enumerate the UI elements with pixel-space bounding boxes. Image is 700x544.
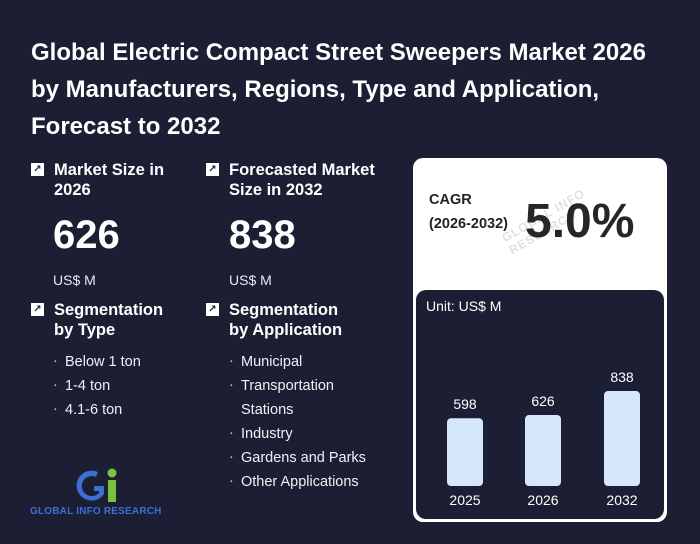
data-label-2026: 626 <box>531 393 555 409</box>
cagr-value: 5.0% <box>525 195 635 248</box>
segmentation-application-block: ↗ Segmentation by Application Municipal … <box>206 300 386 494</box>
logo-text: GLOBAL INFO RESEARCH <box>30 506 162 517</box>
market-size-label: Market Size in 2026 <box>54 161 165 199</box>
chart-unit-label: Unit: US$ M <box>426 298 502 314</box>
application-list: Municipal Transportation Stations Indust… <box>206 349 366 494</box>
segmentation-application-header: ↗ Segmentation by Application <box>206 300 386 340</box>
x-tick-label-2025: 2025 <box>449 492 480 508</box>
forecast-header: ↗ Forecasted Market Size in 2032 <box>206 160 406 200</box>
forecast-block: ↗ Forecasted Market Size in 2032 838 US$… <box>206 160 406 288</box>
segmentation-type-block: ↗ Segmentation by Type Below 1 ton 1-4 t… <box>31 300 191 422</box>
arrow-up-right-icon: ↗ <box>206 303 219 316</box>
list-item: Industry <box>229 421 366 446</box>
segmentation-application-label: Segmentation by Application <box>229 301 343 339</box>
list-item: Other Applications <box>229 469 366 494</box>
forecast-value: 838 <box>229 213 296 257</box>
arrow-up-right-icon: ↗ <box>31 163 44 176</box>
page-title: Global Electric Compact Street Sweepers … <box>31 39 646 140</box>
cagr-card: GLOBAL INFO RESEARCH CAGR (2026-2032) 5.… <box>413 158 667 522</box>
market-size-unit: US$ M <box>53 272 96 288</box>
bar-2026 <box>525 415 561 486</box>
bar-chart: 598 2025 626 2026 838 2032 <box>447 369 640 508</box>
market-size-value: 626 <box>53 213 120 257</box>
list-item: 4.1-6 ton <box>53 397 191 422</box>
list-item: Municipal <box>229 349 366 374</box>
list-item: 1-4 ton <box>53 373 191 398</box>
arrow-up-right-icon: ↗ <box>31 303 44 316</box>
list-item: Gardens and Parks <box>229 445 366 470</box>
list-item: Below 1 ton <box>53 349 191 374</box>
market-size-header: ↗ Market Size in 2026 <box>31 160 191 200</box>
segmentation-type-label: Segmentation by Type <box>54 301 164 339</box>
forecast-unit: US$ M <box>229 272 272 288</box>
company-logo: GLOBAL INFO RESEARCH <box>30 466 180 522</box>
segmentation-type-header: ↗ Segmentation by Type <box>31 300 191 340</box>
logo-mark-icon <box>76 468 117 502</box>
chart-panel: Unit: US$ M 598 2025 626 2026 838 2032 <box>416 290 664 519</box>
bar-2025 <box>447 418 483 486</box>
arrow-up-right-icon: ↗ <box>206 163 219 176</box>
bar-2032 <box>604 391 640 486</box>
cagr-label: CAGR (2026-2032) <box>429 192 508 232</box>
data-label-2032: 838 <box>610 369 634 385</box>
forecast-label: Forecasted Market Size in 2032 <box>229 161 375 199</box>
market-size-block: ↗ Market Size in 2026 626 US$ M <box>31 160 191 288</box>
x-tick-label-2032: 2032 <box>606 492 637 508</box>
list-item: Transportation Stations <box>229 373 349 422</box>
x-tick-label-2026: 2026 <box>527 492 558 508</box>
data-label-2025: 598 <box>453 396 477 412</box>
type-list: Below 1 ton 1-4 ton 4.1-6 ton <box>31 349 191 422</box>
